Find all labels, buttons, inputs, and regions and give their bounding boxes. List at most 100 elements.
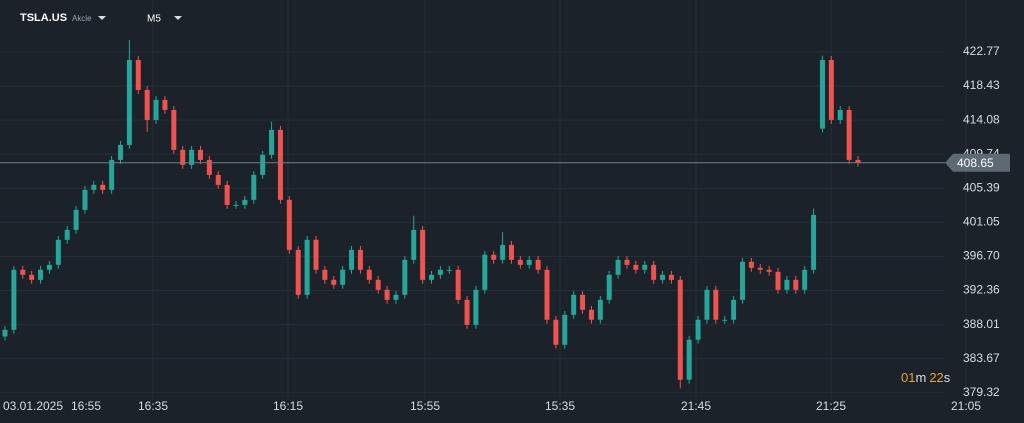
candle-body (144, 89, 150, 120)
candle-body (846, 109, 852, 160)
candle-body (73, 209, 79, 230)
candle-body (64, 229, 70, 240)
candle-body (162, 99, 168, 110)
candle-body (11, 269, 17, 330)
x-tick-label: 15:35 (545, 399, 575, 413)
candle-body (819, 60, 825, 129)
candle-body (811, 214, 817, 270)
candle-body (38, 269, 44, 280)
candle-body (446, 269, 452, 271)
candle-body (544, 269, 550, 320)
candle-body (580, 294, 586, 310)
symbol-dropdown[interactable] (98, 16, 106, 20)
candle-body (295, 249, 301, 295)
candle-body (429, 274, 434, 280)
y-tick-label: 392.36 (963, 283, 1000, 297)
instrument-type: Akcie (72, 14, 92, 23)
y-tick-label: 379.32 (963, 385, 1000, 399)
candle-body (233, 204, 239, 206)
candle-body (633, 264, 639, 270)
candle-body (535, 259, 541, 270)
timeframe-dropdown[interactable] (174, 16, 182, 20)
candle-body (784, 279, 790, 290)
current-price-tag (945, 153, 1010, 172)
candle-body (686, 339, 692, 380)
candle-body (802, 269, 808, 290)
candle-body (606, 274, 612, 300)
x-tick-label: 16:55 (71, 399, 101, 413)
x-tick-label: 16:35 (138, 399, 168, 413)
y-tick-label: 418.43 (963, 78, 1000, 92)
candle-body (153, 99, 159, 120)
candle-body (695, 319, 701, 340)
candle-body (286, 199, 292, 250)
candle-body (242, 199, 248, 205)
candle-body (722, 319, 728, 321)
candle-body (828, 60, 834, 120)
candle-body (224, 184, 230, 205)
candle-body (660, 274, 666, 280)
candle-body (571, 294, 577, 315)
candle-body (757, 267, 763, 270)
candle-body (562, 314, 568, 345)
candle-body (526, 259, 532, 265)
candle-body (100, 184, 106, 190)
x-tick-label: 21:05 (951, 399, 981, 413)
candle-body (269, 129, 275, 155)
candle-body (766, 269, 772, 272)
y-tick-label: 414.08 (963, 112, 1000, 126)
candle-body (313, 239, 319, 270)
candle-body (668, 274, 674, 280)
candle-body (384, 289, 390, 300)
candle-body (455, 269, 461, 300)
candle-body (135, 60, 141, 90)
candle-body (855, 159, 861, 163)
candle-body (171, 109, 177, 150)
candle-body (464, 299, 470, 325)
y-tick-label: 396.70 (963, 249, 1000, 263)
candles (2, 40, 861, 389)
candle-body (215, 174, 221, 185)
candle-body (393, 294, 399, 300)
candle-body (508, 244, 514, 260)
candle-body (331, 279, 337, 285)
candle-body (500, 244, 506, 260)
candle-body (2, 329, 8, 337)
candle-body (713, 289, 719, 320)
candle-body (642, 264, 648, 270)
y-tick-label: 422.77 (963, 44, 1000, 58)
candle-body (109, 159, 115, 190)
y-tick-label: 401.05 (963, 215, 1000, 229)
candle-body (748, 261, 754, 268)
candle-body (677, 279, 683, 380)
symbol[interactable]: TSLA.US (20, 12, 67, 24)
countdown: 01m 22s (901, 370, 951, 385)
candle-body (20, 269, 26, 275)
y-tick-label: 388.01 (963, 317, 1000, 331)
candle-body (197, 149, 203, 160)
candle-body (46, 264, 52, 270)
candle-body (82, 189, 88, 210)
candle-body (588, 309, 594, 320)
timeframe[interactable]: M5 (147, 14, 161, 25)
candle-body (357, 249, 363, 270)
candle-body (126, 60, 132, 145)
candle-body (206, 159, 212, 175)
candle-body (29, 274, 35, 280)
candle-body (615, 259, 621, 275)
candle-body (437, 269, 443, 275)
current-price-label: 408.65 (957, 156, 994, 170)
candle-body (180, 149, 186, 165)
candle-body (340, 269, 346, 285)
candle-body (837, 109, 843, 120)
candle-body (260, 154, 266, 175)
candle-body (473, 289, 479, 325)
candle-body (793, 279, 799, 290)
candle-body (366, 269, 372, 280)
candle-body (491, 254, 497, 260)
candle-body (118, 144, 124, 160)
candle-body (304, 239, 310, 295)
